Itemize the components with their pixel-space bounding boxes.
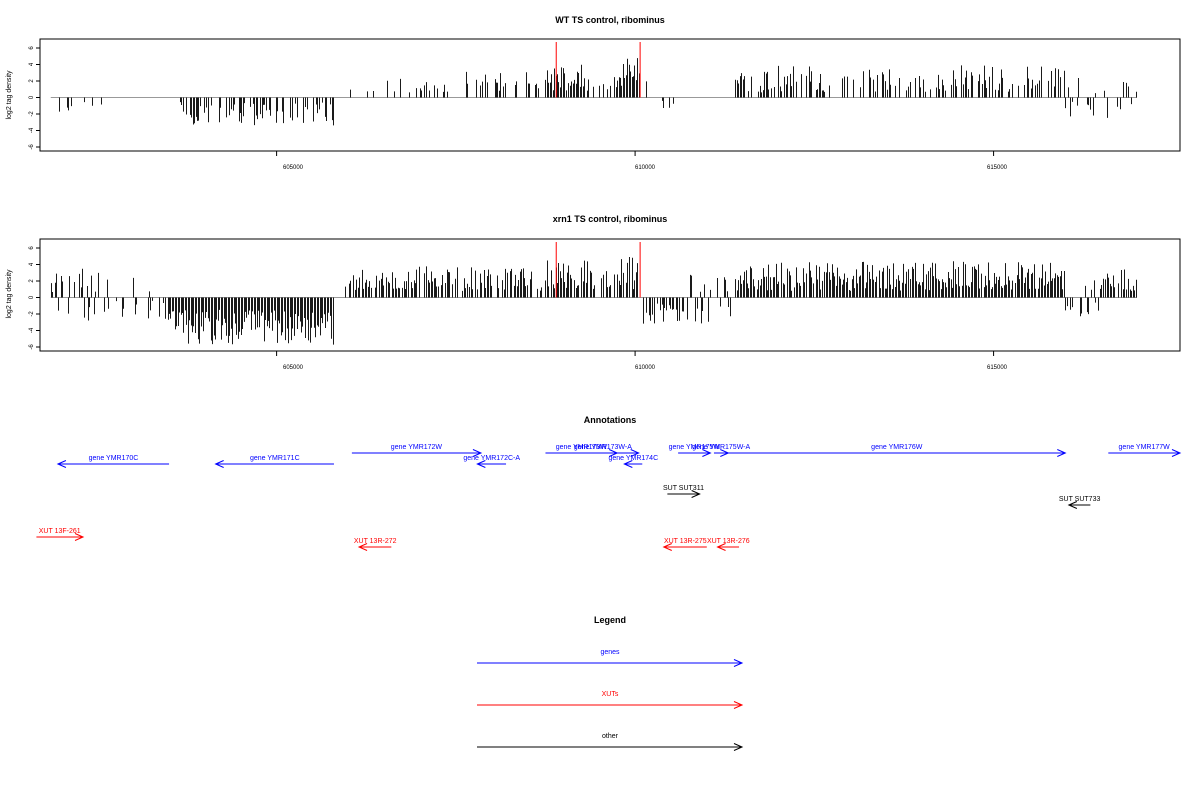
feature-arrow <box>36 533 85 541</box>
legend-label: genes <box>600 649 620 656</box>
legend-arrow <box>477 743 744 751</box>
feature-label: gene YMR175W-A <box>692 444 750 451</box>
x-tick-label: 615000 <box>987 165 1008 171</box>
feature-arrow <box>678 449 712 457</box>
y-tick-label: 4 <box>29 62 35 66</box>
wt-y-axis: 6 4 2 0 -2 -4 -6 <box>29 46 40 150</box>
feature-label: gene YMR173W <box>556 444 608 451</box>
y-tick-label: -6 <box>29 344 35 350</box>
xrn1-panel-ylabel: log2 tag density <box>6 269 13 319</box>
xrn1-y-axis: 6 4 2 0 -2 -4 -6 <box>29 246 40 350</box>
feature-label: gene YMR175W <box>669 444 721 451</box>
y-tick-label: 6 <box>29 46 35 50</box>
feature-label: XUT 13R-276 <box>707 538 750 545</box>
wt-bars <box>50 42 1137 126</box>
y-tick-label: -2 <box>29 111 35 117</box>
xrn1-panel: xrn1 TS control, ribominus log2 tag dens… <box>6 214 1181 371</box>
x-tick-label: 605000 <box>283 365 304 371</box>
wt-panel-ylabel: log2 tag density <box>6 70 13 120</box>
y-tick-label: -4 <box>29 127 35 133</box>
x-tick-label: 610000 <box>635 165 656 171</box>
feature-arrow <box>662 543 707 551</box>
feature-label: XUT 13R-272 <box>354 538 397 545</box>
feature-arrow <box>566 449 640 457</box>
wt-panel-frame <box>39 38 1181 152</box>
feature-label: gene YMR172W <box>391 444 443 451</box>
legend-title: Legend <box>594 615 626 625</box>
feature-arrow <box>357 543 392 551</box>
feature-arrow <box>476 460 507 468</box>
feature-arrow <box>1067 501 1091 509</box>
annotation-features: gene YMR170C gene YMR171C gene YMR172W gene… <box>36 444 1182 551</box>
feature-arrow <box>351 449 483 457</box>
y-tick-label: -2 <box>29 311 35 317</box>
xrn1-panel-title: xrn1 TS control, ribominus <box>553 214 668 224</box>
feature-arrow <box>667 490 701 498</box>
legend-arrow <box>477 701 744 709</box>
legend-arrow <box>477 659 744 667</box>
x-tick-label: 605000 <box>283 165 304 171</box>
y-tick-label: -4 <box>29 327 35 333</box>
feature-arrow <box>214 460 334 468</box>
feature-label: SUT SUT733 <box>1059 496 1101 503</box>
y-tick-label: 2 <box>29 79 35 83</box>
legend-label: XUTs <box>602 691 619 698</box>
feature-arrow <box>623 460 643 468</box>
xrn1-x-axis: 605000 610000 615000 <box>276 351 1008 371</box>
xrn1-panel-frame <box>39 238 1181 352</box>
legend-label: other <box>602 733 619 740</box>
xrn1-bars <box>50 242 1137 345</box>
y-tick-label: 6 <box>29 246 35 250</box>
feature-arrow <box>56 460 170 468</box>
feature-label: XUT 13F-261 <box>39 528 81 535</box>
x-tick-label: 615000 <box>987 365 1008 371</box>
feature-label: gene YMR172C-A <box>463 455 520 462</box>
feature-label: gene YMR176W <box>871 444 923 451</box>
y-tick-label: 0 <box>29 95 35 99</box>
y-tick-label: 0 <box>29 295 35 299</box>
wt-panel: WT TS control, ribominus log2 tag densit… <box>6 15 1181 171</box>
feature-label: gene YMR173W-A <box>574 444 632 451</box>
feature-label: gene YMR171C <box>250 455 300 462</box>
x-tick-label: 610000 <box>635 365 656 371</box>
y-tick-label: -6 <box>29 144 35 150</box>
legend: Legend genes XUTs other <box>477 615 744 751</box>
feature-arrow <box>1108 449 1182 457</box>
feature-label: gene YMR170C <box>89 455 139 462</box>
y-tick-label: 4 <box>29 262 35 266</box>
legend-items: genes XUTs other <box>477 649 744 751</box>
feature-arrow <box>728 449 1067 457</box>
feature-label: gene YMR177W <box>1119 444 1171 451</box>
feature-label: SUT SUT311 <box>663 485 704 492</box>
annotations-title: Annotations <box>584 415 637 425</box>
feature-label: XUT 13R-275 <box>664 538 707 545</box>
wt-panel-title: WT TS control, ribominus <box>555 15 665 25</box>
feature-arrow <box>716 543 740 551</box>
wt-x-axis: 605000 610000 615000 <box>276 151 1008 171</box>
annotations-track: Annotations gene YMR170C gene YMR171Cgene… <box>36 415 1182 551</box>
feature-label: gene YMR174C <box>608 455 658 462</box>
y-tick-label: 2 <box>29 279 35 283</box>
